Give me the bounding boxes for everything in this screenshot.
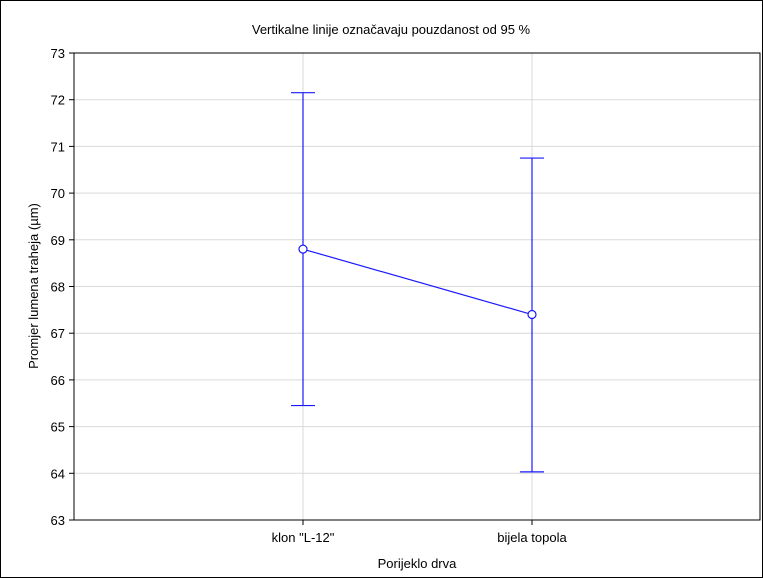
y-tick-label: 70 [51,186,65,201]
y-tick-label: 64 [51,466,65,481]
y-tick-label: 67 [51,326,65,341]
y-tick-label: 65 [51,420,65,435]
mean-point [298,244,308,254]
mean-line [302,248,533,316]
grid-lines [74,53,760,520]
x-axis: klon "L-12" bijela topola [272,520,567,545]
chart-title: Vertikalne linije označavaju pouzdanost … [252,22,531,37]
y-tick-label: 71 [51,139,65,154]
x-tick-label: klon "L-12" [272,530,335,545]
y-axis: 63 64 65 66 67 68 69 70 71 72 73 [51,46,74,528]
y-axis-label: Promjer lumena traheja (µm) [26,203,41,369]
mean-point [527,309,537,320]
y-tick-label: 66 [51,373,65,388]
y-tick-label: 68 [51,280,65,295]
y-tick-label: 73 [51,46,65,61]
x-axis-label: Porijeklo drva [378,556,458,571]
x-tick-label: bijela topola [497,530,567,545]
y-tick-label: 69 [51,233,65,248]
series-layer [291,92,544,473]
y-tick-label: 72 [51,93,65,108]
y-tick-label: 63 [51,513,65,528]
